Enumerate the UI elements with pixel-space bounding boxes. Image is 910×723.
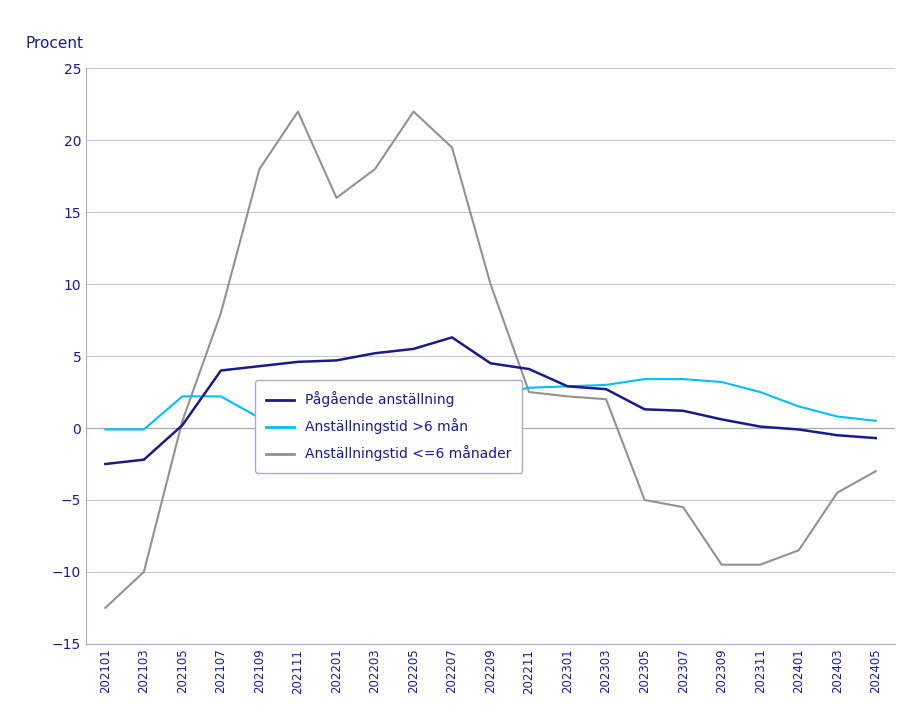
Legend: Pågående anställning, Anställningstid >6 mån, Anställningstid <=6 månader: Pågående anställning, Anställningstid >6… xyxy=(255,380,522,473)
Text: Procent: Procent xyxy=(25,36,84,51)
